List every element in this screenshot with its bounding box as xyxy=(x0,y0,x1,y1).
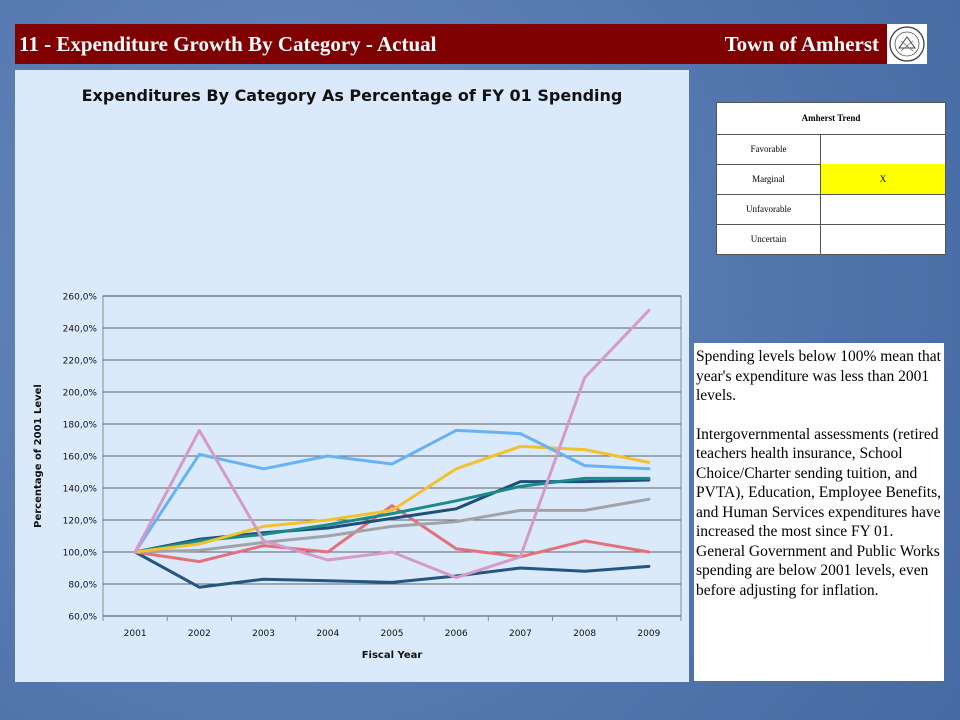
series-line-1 xyxy=(133,308,651,580)
trend-mark xyxy=(821,194,945,224)
trend-mark xyxy=(821,224,945,254)
x-tick-label: 2003 xyxy=(252,629,275,639)
trend-mark xyxy=(821,134,945,164)
series-line-3 xyxy=(133,444,651,554)
notes-box: Spending levels below 100% mean that yea… xyxy=(694,343,944,681)
y-tick-label: 160,0% xyxy=(63,453,98,463)
trend-label: Unfavorable xyxy=(717,194,821,224)
y-tick-label: 180,0% xyxy=(63,421,98,431)
slide-title: 11 - Expenditure Growth By Category - Ac… xyxy=(19,32,437,56)
trend-row-uncertain: Uncertain xyxy=(717,224,945,254)
y-tick-label: 100,0% xyxy=(63,549,98,559)
trend-mark-selected: X xyxy=(821,164,945,194)
y-tick-label: 200,0% xyxy=(63,389,98,399)
trend-table: Amherst Trend Favorable Marginal X Unfav… xyxy=(716,102,946,255)
y-axis-label: Percentage of 2001 Level xyxy=(33,384,44,528)
y-tick-label: 60,0% xyxy=(68,613,97,623)
town-name: Town of Amherst xyxy=(724,32,879,56)
trend-label: Uncertain xyxy=(717,224,821,254)
town-seal-icon xyxy=(887,24,927,64)
line-chart: 60,0% 80,0% 100,0% 120,0% 140,0% 160,0% 180,0%… xyxy=(33,293,682,661)
x-tick-label: 2005 xyxy=(381,629,404,639)
trend-label: Marginal xyxy=(717,164,821,194)
y-tick-label: 140,0% xyxy=(63,485,98,495)
x-tick-label: 2008 xyxy=(573,629,596,639)
x-axis-label: Fiscal Year xyxy=(362,650,423,661)
series-line-8 xyxy=(133,550,651,589)
title-bar: 11 - Expenditure Growth By Category - Ac… xyxy=(15,24,887,64)
series-line-7 xyxy=(133,504,651,564)
trend-label: Favorable xyxy=(717,134,821,164)
trend-row-favorable: Favorable xyxy=(717,134,945,165)
chart-title: Expenditures By Category As Percentage o… xyxy=(81,86,623,105)
y-tick-label: 120,0% xyxy=(63,517,98,527)
trend-header: Amherst Trend xyxy=(717,103,945,135)
trend-row-unfavorable: Unfavorable xyxy=(717,194,945,225)
chart-panel: Expenditures By Category As Percentage o… xyxy=(15,70,689,682)
y-tick-label: 80,0% xyxy=(68,581,97,591)
series-line-6 xyxy=(133,497,651,554)
x-tick-label: 2004 xyxy=(316,629,339,639)
note-paragraph-1: Spending levels below 100% mean that yea… xyxy=(696,348,941,404)
y-tick-label: 220,0% xyxy=(63,357,98,367)
trend-row-marginal: Marginal X xyxy=(717,164,945,195)
x-tick-label: 2001 xyxy=(124,629,147,639)
y-tick-label: 240,0% xyxy=(63,325,98,335)
x-tick-label: 2002 xyxy=(188,629,211,639)
x-tick-label: 2007 xyxy=(509,629,532,639)
note-paragraph-2: Intergovernmental assessments (retired t… xyxy=(696,425,941,599)
x-tick-label: 2009 xyxy=(637,629,660,639)
series-line-2 xyxy=(133,428,651,554)
y-tick-label: 260,0% xyxy=(63,293,98,303)
x-tick-label: 2006 xyxy=(445,629,468,639)
